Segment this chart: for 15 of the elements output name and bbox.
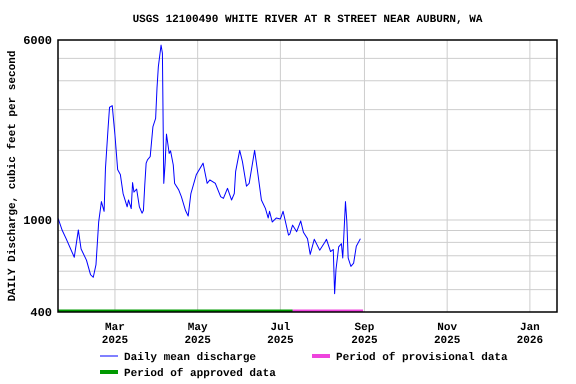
y-axis-title: DAILY Discharge, cubic feet per second [6, 50, 19, 302]
y-tick-label: 6000 [23, 34, 52, 48]
line-series [58, 44, 361, 294]
legend-label: Period of provisional data [336, 351, 508, 364]
y-tick-label: 1000 [23, 214, 52, 228]
x-tick-label: Nov 2025 [434, 322, 461, 347]
x-tick-label: Sep 2025 [351, 322, 378, 347]
x-tick-label: Mar 2025 [102, 322, 129, 347]
x-tick-label: May 2025 [184, 322, 212, 347]
legend-label: Period of approved data [124, 367, 276, 380]
y-tick-label: 400 [30, 306, 52, 320]
x-tick-label: Jul 2025 [267, 322, 294, 347]
x-tick-label: Jan 2026 [516, 322, 544, 347]
chart-title: USGS 12100490 WHITE RIVER AT R STREET NEAR AUBURN, WA [132, 14, 483, 26]
legend-label: Daily mean discharge [124, 352, 256, 364]
